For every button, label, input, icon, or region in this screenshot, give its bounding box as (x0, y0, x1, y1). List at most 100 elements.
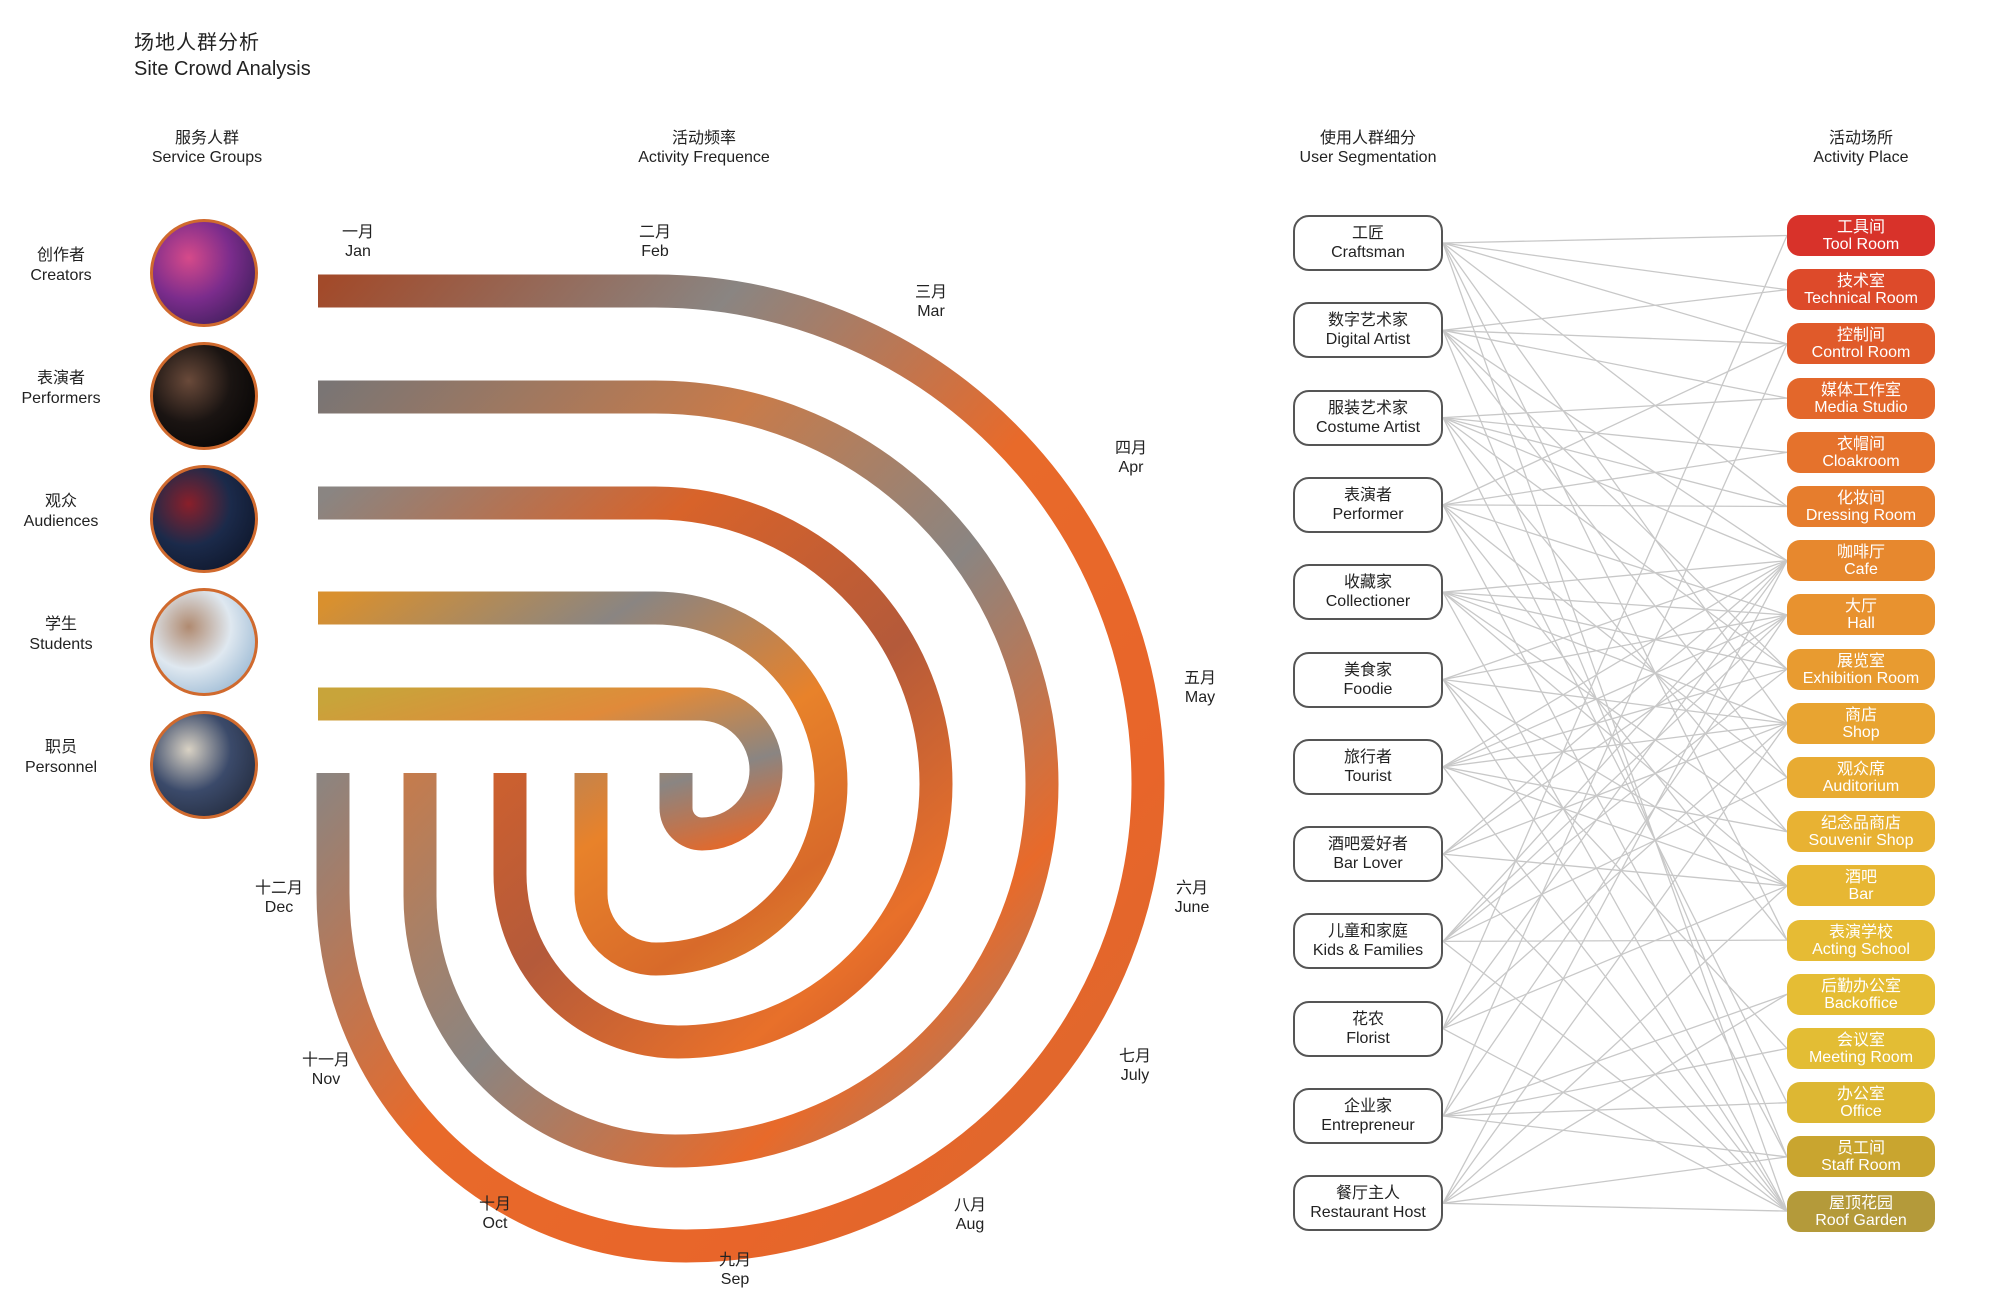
link-line (1442, 560, 1788, 593)
place-label-en: Media Studio (1814, 398, 1908, 416)
place-label-cn: 员工间 (1836, 1138, 1885, 1158)
segment-label-en: Restaurant Host (1310, 1204, 1426, 1222)
segment-costume-artist: 服装艺术家 Costume Artist (1293, 389, 1443, 446)
segment-collectioner: 收藏家 Collectioner (1293, 564, 1443, 621)
group-label-audiences: 观众 Audiences (23, 491, 99, 530)
segment-performer: 表演者 Performer (1293, 476, 1443, 533)
place-shop: 商店 Shop (1787, 702, 1935, 744)
link-line (1442, 993, 1788, 1204)
link-line (1442, 416, 1788, 453)
link-line (1442, 722, 1788, 855)
place-backoffice: 后勤办公室 Backoffice (1787, 973, 1935, 1015)
segment-label-en: Digital Artist (1325, 331, 1411, 349)
place-label-cn: 工具间 (1836, 217, 1885, 236)
link-line (1442, 504, 1788, 779)
link-line (1442, 343, 1788, 1117)
link-line (1442, 940, 1788, 1212)
segment-foodie: 美食家 Foodie (1293, 651, 1443, 708)
link-line (1442, 722, 1788, 1204)
link-line (1442, 242, 1788, 345)
header-activity-place: 活动场所 Activity Place (1813, 128, 1909, 166)
link-line (1442, 766, 1788, 887)
month-label-nov: 十一月 Nov (301, 1050, 350, 1088)
segment-restaurant-host: 餐厅主人 Restaurant Host (1293, 1175, 1443, 1232)
month-label-june: 六月 June (1174, 878, 1210, 916)
segment-digital-artist: 数字艺术家 Digital Artist (1293, 302, 1443, 359)
link-line (1442, 417, 1788, 833)
segment-label-cn: 酒吧爱好者 (1327, 834, 1408, 854)
link-line (1442, 614, 1788, 942)
header-activity-frequence: 活动频率 Activity Frequence (638, 128, 770, 166)
spiral-track-1 (316, 274, 1165, 1263)
header-user-segmentation: 使用人群细分 User Segmentation (1299, 128, 1437, 166)
spiral-track-2 (318, 380, 1059, 1168)
place-label-en: Acting School (1812, 940, 1910, 958)
link-line (1442, 678, 1788, 724)
link-line (1442, 885, 1788, 1030)
place-office: 办公室 Office (1787, 1082, 1935, 1124)
place-control-room: 控制间 Control Room (1787, 323, 1935, 365)
month-label-mar: 三月 Mar (914, 282, 947, 320)
place-label-en: Technical Room (1804, 290, 1918, 308)
place-label-en: Cafe (1844, 561, 1878, 579)
spiral-track-5 (318, 687, 783, 851)
place-label-en: Roof Garden (1815, 1211, 1907, 1229)
link-line (1442, 560, 1788, 681)
place-label-en: Staff Room (1821, 1157, 1901, 1175)
group-label-students: 学生 Students (29, 614, 93, 653)
segment-florist: 花农 Florist (1293, 1000, 1443, 1057)
place-label-cn: 表演学校 (1828, 921, 1893, 941)
link-line (1442, 1047, 1788, 1117)
place-label-cn: 酒吧 (1844, 867, 1877, 887)
performer-photo-icon (150, 342, 258, 450)
place-tool-room: 工具间 Tool Room (1787, 215, 1935, 256)
place-label-cn: 商店 (1844, 704, 1877, 724)
link-line (1442, 1156, 1788, 1204)
link-line (1442, 766, 1788, 833)
place-label-en: Dressing Room (1805, 507, 1917, 524)
link-line (1442, 766, 1788, 1212)
link-line (1442, 668, 1788, 768)
place-label-cn: 技术室 (1836, 271, 1885, 291)
place-exhibition-room: 展览室 Exhibition Room (1787, 648, 1935, 690)
link-line (1442, 591, 1788, 616)
place-label-cn: 控制间 (1836, 325, 1885, 345)
segment-tourist: 旅行者 Tourist (1293, 738, 1443, 795)
link-line (1442, 560, 1788, 942)
segment-label-cn: 服装艺术家 (1327, 397, 1408, 417)
link-line (1442, 679, 1788, 1212)
segment-label-en: Tourist (1344, 767, 1392, 785)
segment-label-cn: 花农 (1351, 1008, 1384, 1028)
segment-label-cn: 美食家 (1343, 659, 1392, 679)
link-line (1442, 722, 1788, 768)
place-staff-room: 员工间 Staff Room (1787, 1136, 1935, 1178)
place-technical-room: 技术室 Technical Room (1787, 269, 1935, 311)
month-label-may: 五月 May (1183, 668, 1216, 706)
link-line (1442, 504, 1788, 616)
link-line (1442, 591, 1788, 833)
month-label-oct: 十月 Oct (478, 1194, 511, 1232)
place-label-cn: 办公室 (1836, 1084, 1885, 1104)
place-label-en: Hall (1847, 615, 1875, 633)
place-label-en: Backoffice (1824, 994, 1898, 1012)
segment-label-en: Kids & Families (1312, 942, 1424, 960)
place-bar: 酒吧 Bar (1787, 865, 1935, 907)
audience-photo-icon (150, 465, 258, 573)
link-line (1442, 329, 1788, 670)
segment-label-en: Florist (1346, 1029, 1390, 1047)
place-label-en: Exhibition Room (1802, 669, 1920, 687)
link-line (1442, 235, 1788, 1029)
place-label-en: Bar (1848, 886, 1874, 904)
place-auditorium: 观众席 Auditorium (1787, 757, 1935, 798)
place-label-cn: 观众席 (1836, 759, 1885, 778)
place-hall: 大厅 Hall (1787, 594, 1935, 636)
page-title-cn: 场地人群分析 (134, 30, 260, 54)
link-line (1442, 451, 1788, 506)
place-label-en: Cloakroom (1822, 452, 1900, 470)
link-line (1442, 504, 1788, 508)
link-line (1442, 1115, 1788, 1158)
segment-bar-lover: 酒吧爱好者 Bar Lover (1293, 826, 1443, 883)
place-cafe: 咖啡厅 Cafe (1787, 540, 1935, 582)
